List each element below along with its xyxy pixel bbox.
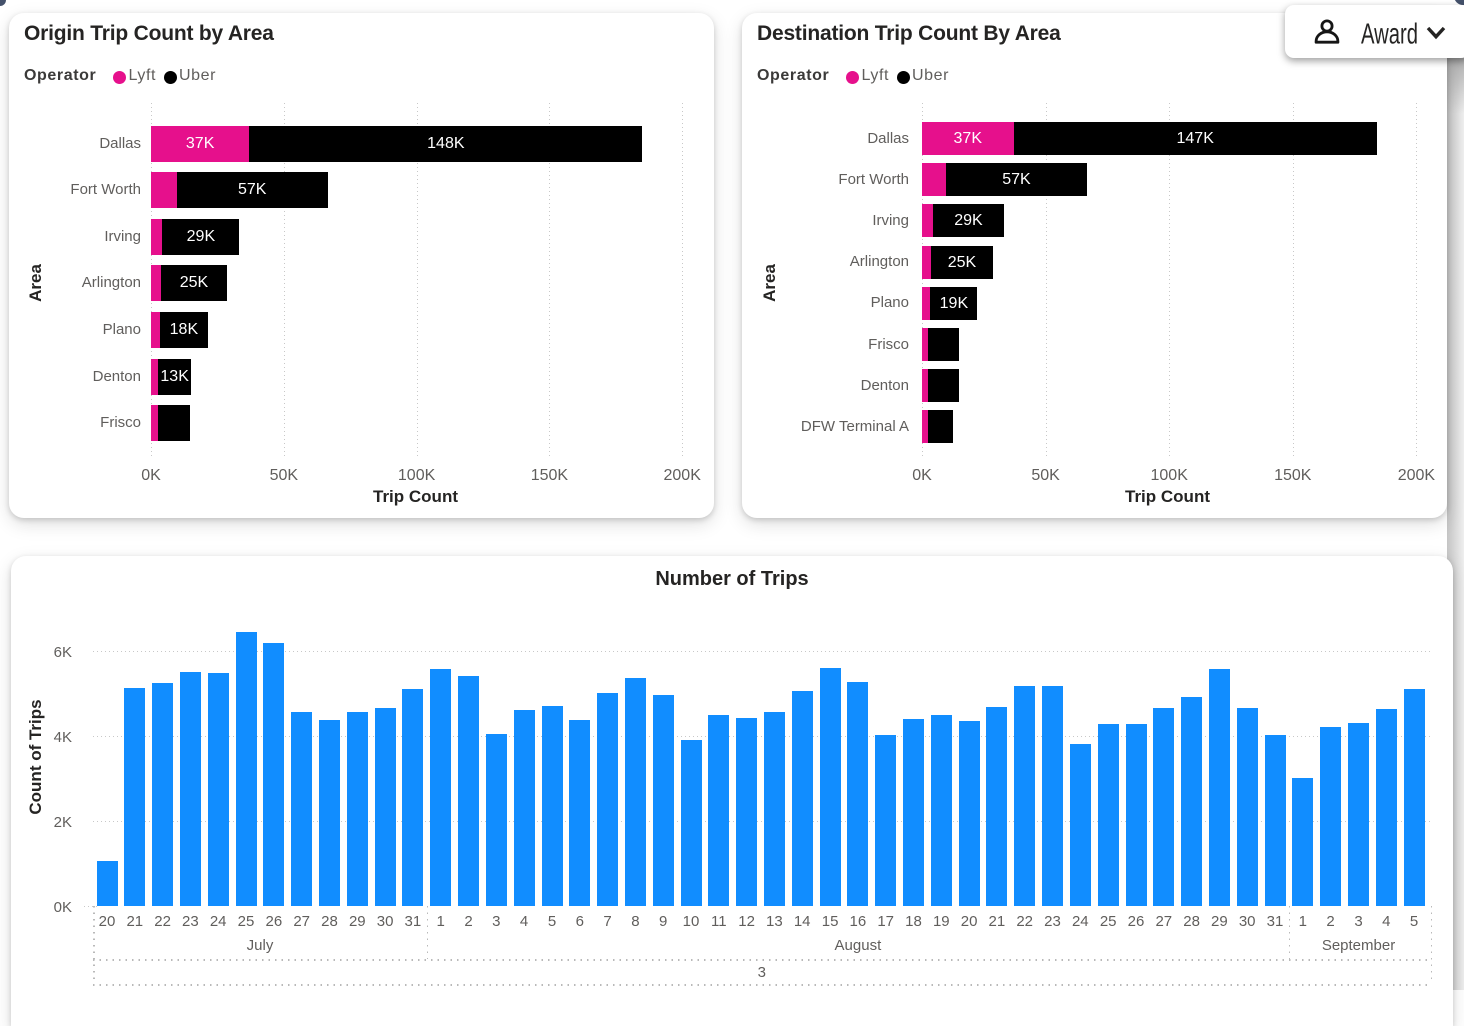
svg-text:Award: Award [1361, 19, 1418, 51]
